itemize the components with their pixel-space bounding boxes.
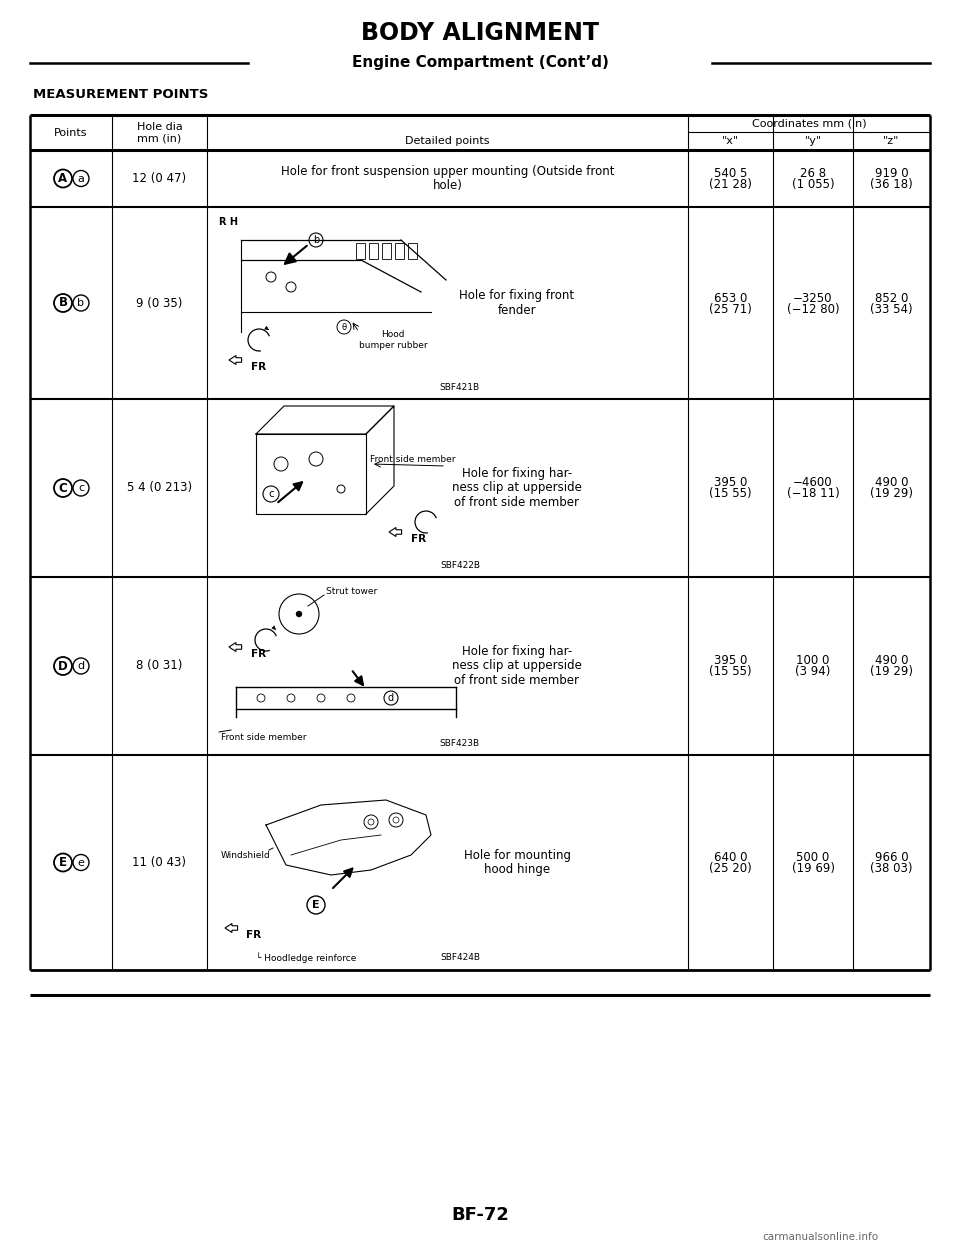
Text: (19 29): (19 29) [870, 488, 913, 500]
Text: d: d [78, 661, 84, 671]
Text: R H: R H [219, 216, 238, 226]
Text: "x": "x" [722, 136, 739, 146]
Text: 540 5: 540 5 [714, 167, 747, 180]
Text: Points: Points [55, 127, 87, 138]
Text: Hole for mounting
hood hinge: Hole for mounting hood hinge [464, 848, 570, 877]
Text: θ: θ [342, 322, 347, 331]
Text: (21 28): (21 28) [709, 178, 752, 192]
Text: (1 055): (1 055) [792, 178, 834, 192]
Text: Coordinates mm (in): Coordinates mm (in) [752, 118, 866, 128]
Text: c: c [78, 483, 84, 493]
Text: BODY ALIGNMENT: BODY ALIGNMENT [361, 21, 599, 45]
Text: 919 0: 919 0 [875, 167, 908, 180]
Text: (19 69): (19 69) [791, 862, 834, 875]
Text: 8 (0 31): 8 (0 31) [136, 659, 182, 673]
Text: 640 0: 640 0 [713, 851, 747, 865]
Text: SBF421B: SBF421B [440, 382, 480, 392]
Text: 500 0: 500 0 [797, 851, 829, 865]
Text: BF-72: BF-72 [451, 1205, 509, 1224]
Text: 653 0: 653 0 [714, 291, 747, 305]
Text: E: E [312, 899, 320, 911]
Text: (15 55): (15 55) [709, 666, 752, 678]
Text: FR: FR [251, 362, 266, 372]
Text: 395 0: 395 0 [714, 654, 747, 668]
Text: E: E [59, 856, 67, 870]
Circle shape [297, 612, 301, 617]
Text: Hole for fixing har-
ness clip at upperside
of front side member: Hole for fixing har- ness clip at uppers… [452, 644, 582, 688]
Text: c: c [268, 489, 274, 499]
Text: (33 54): (33 54) [870, 302, 913, 316]
Text: FR: FR [251, 649, 266, 659]
Text: carmanualsonline.info: carmanualsonline.info [762, 1232, 878, 1242]
Text: SBF424B: SBF424B [440, 953, 480, 963]
Text: (−12 80): (−12 80) [786, 302, 839, 316]
Text: e: e [78, 857, 84, 867]
Text: 100 0: 100 0 [796, 654, 829, 668]
Text: (3 94): (3 94) [795, 666, 830, 678]
Bar [395, 243, 404, 259]
Text: MEASUREMENT POINTS: MEASUREMENT POINTS [33, 87, 208, 101]
Text: (15 55): (15 55) [709, 488, 752, 500]
Text: b: b [78, 299, 84, 309]
Bar [369, 243, 378, 259]
Text: "z": "z" [883, 136, 900, 146]
Text: 395 0: 395 0 [714, 476, 747, 489]
Bar [408, 243, 417, 259]
Text: Front side member: Front side member [221, 733, 306, 741]
Text: B: B [59, 296, 67, 310]
Text: (25 20): (25 20) [709, 862, 752, 875]
Text: 852 0: 852 0 [875, 291, 908, 305]
Text: Hole for front suspension upper mounting (Outside front
hole): Hole for front suspension upper mounting… [280, 164, 614, 193]
Text: SBF423B: SBF423B [440, 739, 480, 748]
Text: Engine Compartment (Cont’d): Engine Compartment (Cont’d) [351, 56, 609, 71]
Text: Detailed points: Detailed points [405, 136, 490, 146]
Text: Front side member: Front side member [371, 454, 456, 464]
Text: Hole dia
mm (in): Hole dia mm (in) [136, 122, 182, 143]
Text: (36 18): (36 18) [870, 178, 913, 192]
Text: FR: FR [411, 534, 426, 544]
Text: (−18 11): (−18 11) [786, 488, 839, 500]
Text: 12 (0 47): 12 (0 47) [132, 172, 186, 185]
Text: 11 (0 43): 11 (0 43) [132, 856, 186, 870]
Text: Hole for fixing front
fender: Hole for fixing front fender [460, 289, 575, 317]
Text: 26 8: 26 8 [800, 167, 826, 180]
Text: −3250: −3250 [793, 291, 832, 305]
Text: SBF422B: SBF422B [440, 561, 480, 570]
Text: Windshield: Windshield [221, 851, 271, 860]
Text: └ Hoodledge reinforce: └ Hoodledge reinforce [256, 953, 356, 963]
Text: "y": "y" [804, 136, 822, 146]
Text: D: D [59, 659, 68, 673]
Text: (19 29): (19 29) [870, 666, 913, 678]
Text: 9 (0 35): 9 (0 35) [136, 296, 182, 310]
Text: Strut tower: Strut tower [326, 587, 377, 597]
Text: C: C [59, 481, 67, 495]
Text: b: b [313, 235, 319, 245]
Text: d: d [388, 693, 394, 703]
Text: Hood
bumper rubber: Hood bumper rubber [359, 331, 427, 350]
Text: FR: FR [246, 931, 261, 940]
Text: (38 03): (38 03) [871, 862, 913, 875]
Text: −4600: −4600 [793, 476, 833, 489]
Text: 966 0: 966 0 [875, 851, 908, 865]
Text: 490 0: 490 0 [875, 654, 908, 668]
Text: 490 0: 490 0 [875, 476, 908, 489]
Bar [382, 243, 391, 259]
Text: (25 71): (25 71) [709, 302, 752, 316]
Bar [356, 243, 365, 259]
Text: a: a [78, 173, 84, 184]
Text: 5 4 (0 213): 5 4 (0 213) [127, 481, 192, 495]
Text: Hole for fixing har-
ness clip at upperside
of front side member: Hole for fixing har- ness clip at uppers… [452, 466, 582, 510]
Text: A: A [59, 172, 67, 185]
